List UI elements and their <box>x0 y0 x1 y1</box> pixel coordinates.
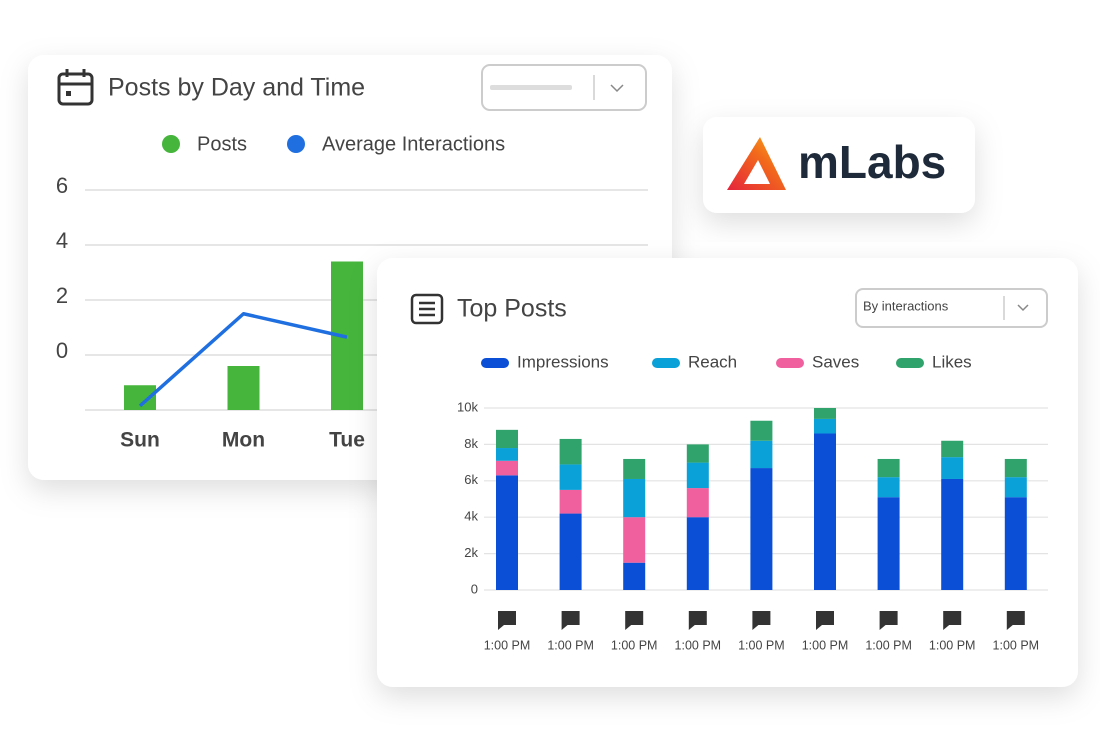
y-tick-label: 2k <box>464 545 478 560</box>
bar-segment <box>623 562 646 590</box>
bar-segment <box>559 464 582 490</box>
legend-label: Likes <box>932 352 972 371</box>
legend-label: Impressions <box>517 352 609 371</box>
bar-segment <box>623 478 646 518</box>
y-tick-label: 6k <box>464 472 478 487</box>
x-tick-label: 1:00 PM <box>484 638 531 652</box>
y-tick-label: 10k <box>457 399 478 414</box>
line <box>138 312 348 408</box>
bar-segment <box>750 440 773 469</box>
legend-swatch <box>162 135 180 153</box>
bar-segment <box>496 475 518 590</box>
x-tick-label: Tue <box>329 429 365 452</box>
y-tick-label: 6 <box>56 173 68 198</box>
x-tick-label: 1:00 PM <box>738 638 785 652</box>
bar-segment <box>559 513 582 590</box>
comment-icon <box>625 611 644 630</box>
legend-swatch <box>896 358 924 368</box>
bar-segment <box>941 457 964 479</box>
y-tick-label: 0 <box>471 581 478 596</box>
chart-2: 0 2k 4k 6k 8k 10k 1:00 PM 1:00 PM 1:00 PM 1:00 PM… <box>457 352 1048 652</box>
bar-segment <box>496 460 518 476</box>
bar-segment <box>559 489 582 514</box>
bar-segment <box>496 429 518 449</box>
chart-title: Top Posts <box>457 295 567 323</box>
chart-1: 0 2 4 6 Sun Mon Tue Posts Average Interactions <box>56 133 648 452</box>
y-tick-label: 8k <box>464 436 478 451</box>
bar-segment <box>750 468 773 590</box>
legend-swatch <box>481 358 509 368</box>
logo-icon <box>727 137 786 190</box>
legend-label: Posts <box>197 133 247 155</box>
bar-segment <box>1004 458 1027 478</box>
bar-segment <box>750 420 773 441</box>
y-tick-label: 2 <box>56 283 68 308</box>
legend-label: Average Interactions <box>322 133 505 155</box>
y-tick-label: 4k <box>464 509 478 524</box>
bar-segment <box>877 497 900 590</box>
x-tick-label: 1:00 PM <box>802 638 849 652</box>
bar-segment <box>1004 477 1027 498</box>
legend-label: Saves <box>812 352 859 371</box>
bar-segment <box>623 458 646 479</box>
x-tick-label: 1:00 PM <box>993 638 1040 652</box>
legend-swatch <box>287 135 305 153</box>
bar-segment <box>496 448 518 461</box>
calendar-icon <box>57 69 94 106</box>
dropdown[interactable] <box>481 64 647 111</box>
x-tick-label: 1:00 PM <box>675 638 722 652</box>
bar-segment <box>814 433 836 590</box>
comment-icon <box>561 611 580 630</box>
bar-segment <box>686 517 709 590</box>
comment-icon <box>1006 611 1025 630</box>
x-tick-label: 1:00 PM <box>865 638 912 652</box>
bar-segment <box>686 462 709 489</box>
bar-segment <box>941 440 964 458</box>
comment-icon <box>879 611 898 630</box>
x-tick-label: 1:00 PM <box>929 638 976 652</box>
logo-text: mLabs <box>798 136 946 188</box>
dropdown[interactable]: By interactions <box>855 288 1048 328</box>
bar-segment <box>877 458 900 478</box>
bar-segment <box>1004 497 1027 590</box>
legend-label: Reach <box>688 352 737 371</box>
bar-segment <box>686 488 709 518</box>
comment-icon <box>752 611 771 630</box>
bar-segment <box>686 444 709 463</box>
y-tick-label: 4 <box>56 228 68 253</box>
bar-segment <box>941 478 964 590</box>
x-tick-label: 1:00 PM <box>547 638 594 652</box>
chart-title: Posts by Day and Time <box>108 74 365 102</box>
x-tick-label: Mon <box>222 429 265 452</box>
comment-icon <box>943 611 962 630</box>
bar-segment <box>559 438 582 465</box>
x-tick-label: 1:00 PM <box>611 638 658 652</box>
bar-segment <box>623 517 646 563</box>
legend-swatch <box>652 358 680 368</box>
logo-card: mLabs <box>703 117 975 213</box>
y-tick-label: 0 <box>56 338 68 363</box>
bar <box>227 366 260 410</box>
dropdown-label: By interactions <box>863 298 949 313</box>
legend-swatch <box>776 358 804 368</box>
bar-segment <box>877 477 900 498</box>
list-icon <box>410 293 444 325</box>
top-posts-card: Top Posts By interactions <box>377 258 1078 687</box>
x-tick-label: Sun <box>120 429 160 452</box>
comment-icon <box>816 611 834 630</box>
bar-segment <box>814 408 836 419</box>
bar-segment <box>814 418 836 434</box>
comment-icon <box>498 611 516 630</box>
comment-icon <box>688 611 707 630</box>
